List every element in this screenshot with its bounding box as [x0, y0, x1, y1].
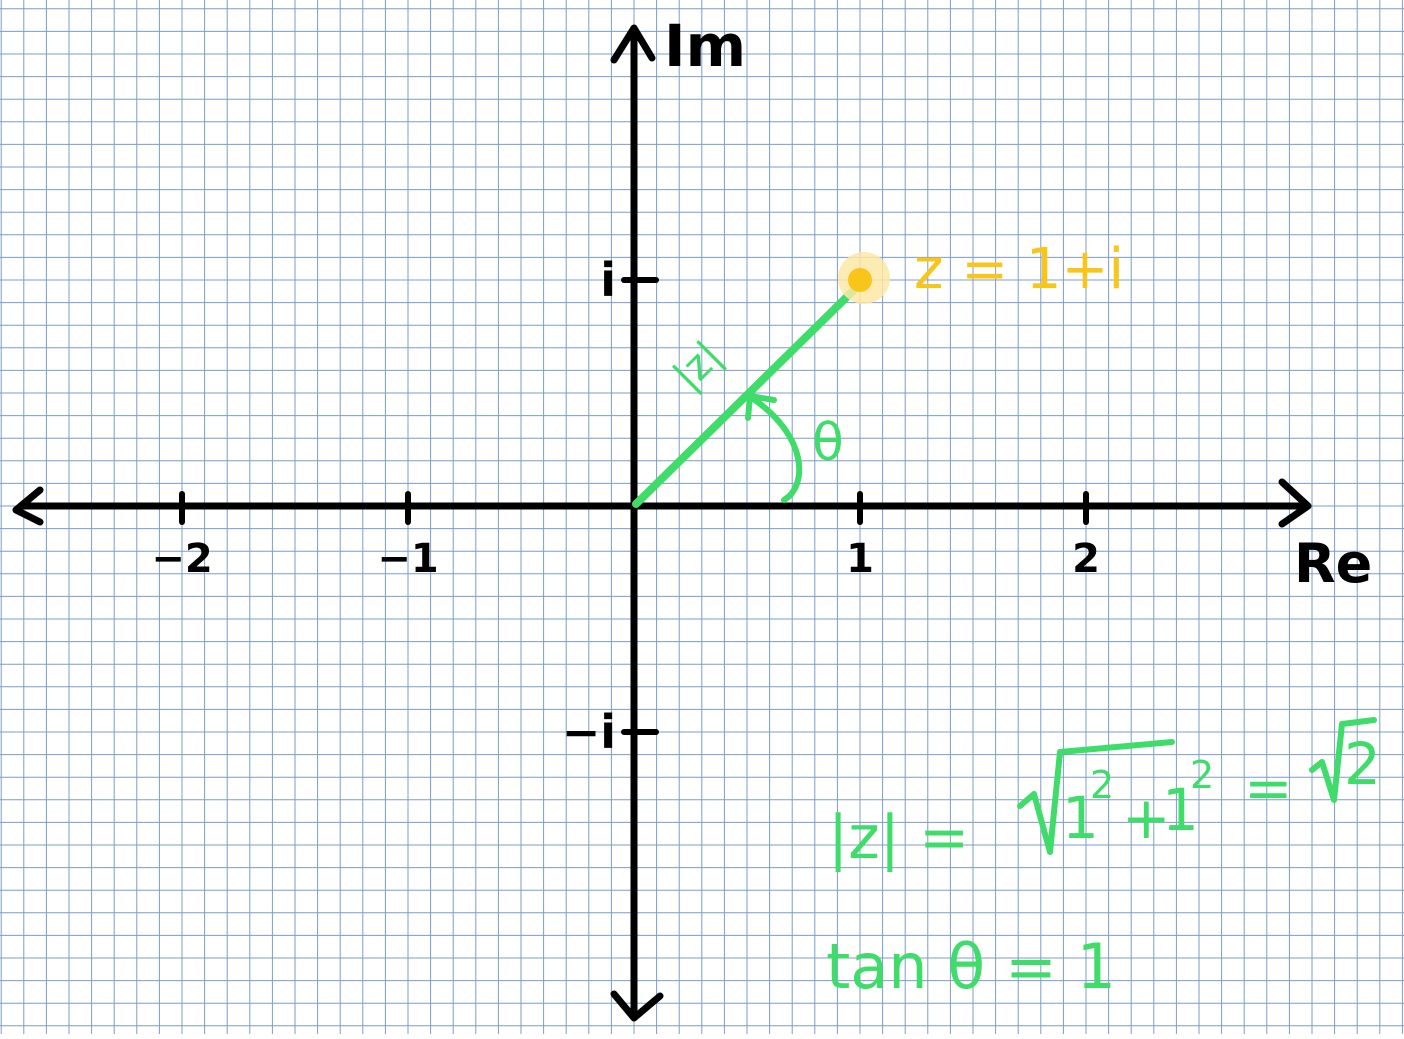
real-tick-label: 2 [1072, 536, 1100, 582]
sqrt-sign-result [1309, 717, 1377, 803]
real-axis-label: Re [1294, 532, 1372, 595]
angle-arc [749, 395, 803, 503]
imag-tick-group: i −i [562, 253, 659, 759]
point-z [848, 268, 872, 292]
axes [12, 24, 1312, 1022]
imag-tick-label: −i [562, 705, 616, 759]
sqrt-sign [1017, 739, 1175, 855]
angle-arc-arrowhead [745, 393, 777, 421]
modulus-eq-sup-b: 2 [1190, 753, 1214, 797]
modulus-equation: |z| = 1 2 + 1 2 = 2 [828, 717, 1381, 873]
tangent-equation: tan θ = 1 [826, 930, 1116, 1003]
real-axis-right-arrow [1278, 478, 1312, 528]
real-tick-label: 1 [846, 536, 874, 582]
modulus-eq-result: 2 [1344, 730, 1381, 798]
real-axis-left-arrow [12, 486, 44, 526]
point-label: z = 1+i [914, 237, 1124, 302]
imag-tick-label: i [600, 253, 616, 307]
modulus-eq-sup-a: 2 [1090, 763, 1114, 807]
angle-label: θ [812, 413, 844, 473]
real-tick-label: −1 [377, 536, 438, 582]
imag-axis-top-arrow [610, 24, 656, 64]
modulus-eq-lhs: |z| = [828, 803, 969, 873]
imag-axis-bottom-arrow [610, 990, 664, 1022]
modulus-label: |z| [665, 333, 731, 399]
modulus-eq-radicand-b: 1 [1162, 776, 1199, 844]
real-tick-group: −2 −1 1 2 [151, 491, 1100, 582]
modulus-eq-plus: + [1122, 784, 1171, 852]
modulus-eq-equals: = [1244, 754, 1293, 822]
modulus-eq-radicand-a: 1 [1062, 784, 1099, 852]
imag-axis-label: Im [664, 12, 746, 80]
real-tick-label: −2 [151, 536, 212, 582]
